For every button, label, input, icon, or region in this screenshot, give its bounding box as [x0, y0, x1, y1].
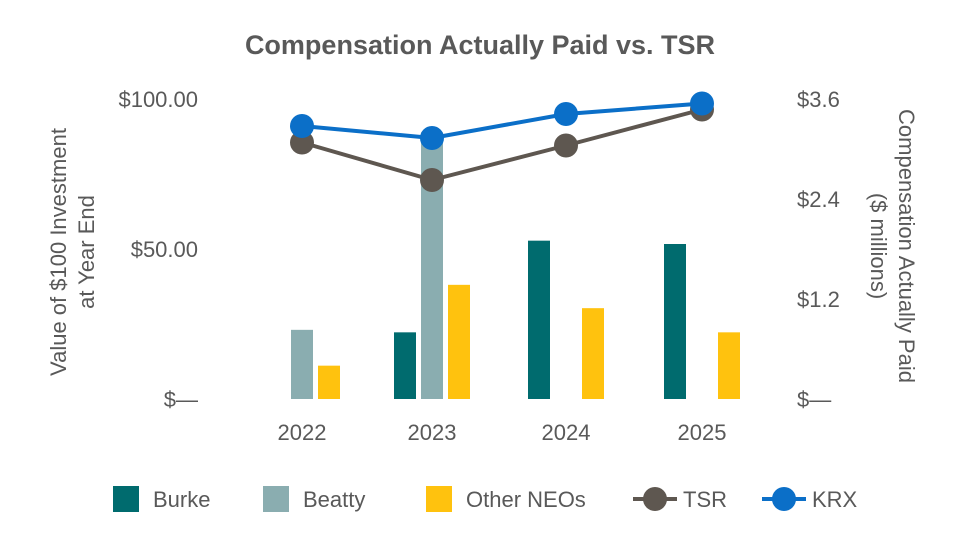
legend-label-krx: KRX [812, 487, 858, 512]
x-axis-tick-label: 2022 [278, 420, 327, 445]
bar-burke [664, 244, 686, 399]
chart-title: Compensation Actually Paid vs. TSR [245, 30, 715, 60]
bar-other-neos [718, 332, 740, 399]
legend-swatch-burke [113, 486, 139, 512]
point-krx [420, 126, 444, 150]
point-tsr [554, 133, 578, 158]
legend-label-other-neos: Other NEOs [466, 487, 586, 512]
legend-label-beatty: Beatty [303, 487, 365, 512]
x-axis-tick-label: 2024 [542, 420, 591, 445]
bar-burke [394, 332, 416, 399]
point-tsr [290, 130, 314, 155]
left-axis-tick-label: $— [164, 387, 198, 412]
bar-other-neos [448, 284, 470, 399]
legend-label-tsr: TSR [683, 487, 727, 512]
legend-marker-tsr [643, 487, 667, 511]
point-krx [290, 114, 314, 138]
point-krx [690, 91, 714, 116]
x-axis-tick-label: 2025 [678, 420, 727, 445]
legend-swatch-beatty [263, 486, 289, 512]
left-axis-tick-label: $50.00 [131, 237, 198, 262]
bar-other-neos [582, 308, 604, 399]
legend-label-burke: Burke [153, 487, 210, 512]
left-axis-tick-label: $100.00 [118, 87, 198, 112]
right-axis-tick-label: $1.2 [797, 287, 840, 312]
bar-beatty [291, 329, 313, 399]
right-axis-tick-label: $2.4 [797, 187, 840, 212]
legend-marker-krx [772, 487, 796, 511]
right-axis-tick-label: $— [797, 387, 831, 412]
right-axis-title-line-2: ($ millions) [866, 193, 891, 299]
left-axis-title-line-2: at Year End [74, 195, 99, 309]
right-axis-title-line-1: Compensation Actually Paid [894, 109, 919, 383]
bar-burke [528, 240, 550, 399]
point-krx [554, 102, 578, 126]
point-tsr [420, 168, 444, 192]
line-tsr [301, 107, 703, 182]
bar-beatty [421, 132, 443, 400]
line-krx [301, 101, 703, 140]
left-axis-title-line-1: Value of $100 Investment [46, 128, 71, 376]
legend-swatch-other-neos [426, 486, 452, 512]
right-axis-tick-label: $3.6 [797, 87, 840, 112]
x-axis-tick-label: 2023 [408, 420, 457, 445]
bar-other-neos [318, 365, 340, 399]
